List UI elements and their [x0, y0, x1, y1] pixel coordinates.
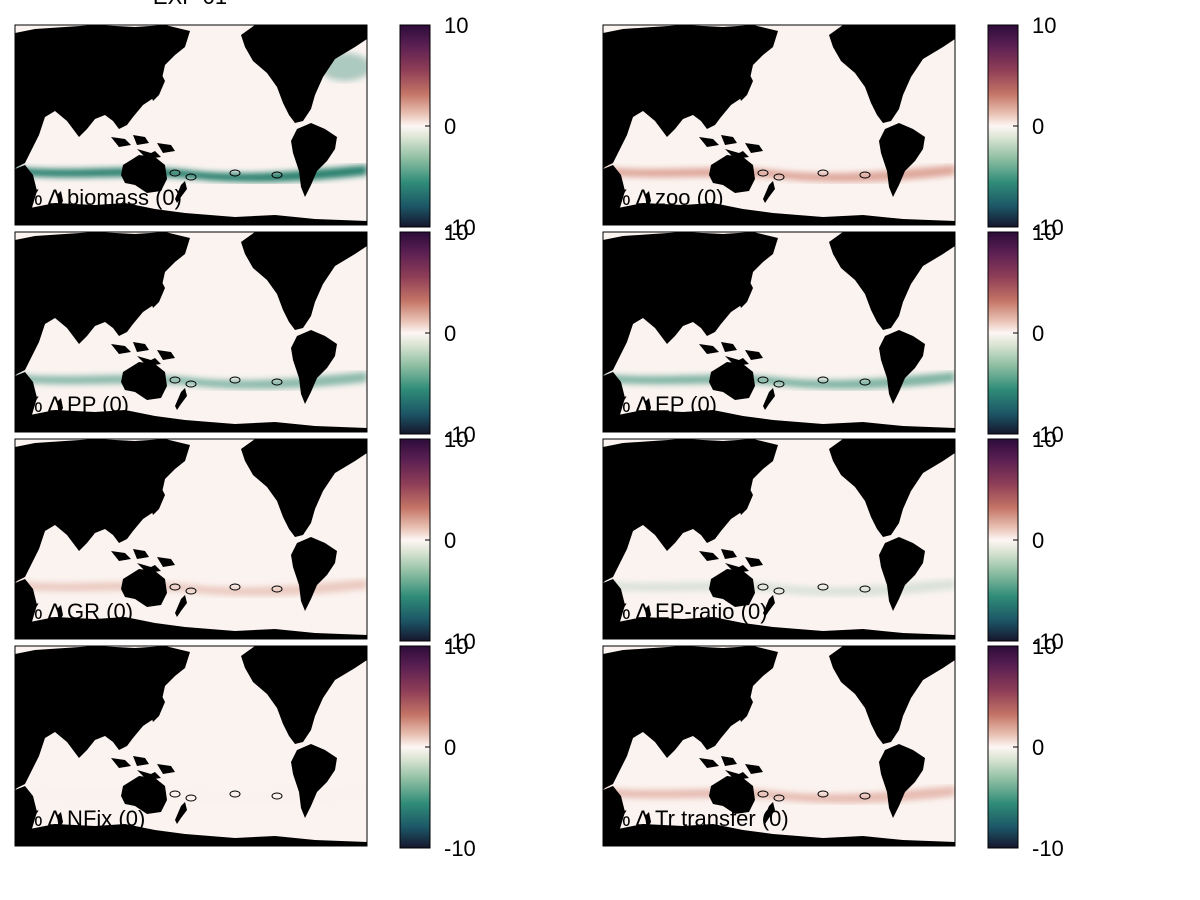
- island-outline: [817, 376, 829, 384]
- panel-label: % Δ EP-ratio (0): [611, 599, 768, 624]
- map-area: [603, 232, 955, 432]
- colorbar-tick-label: -10: [1032, 836, 1064, 861]
- map-panel-1: % Δ biomass (0) 10 0 -10: [14, 13, 476, 240]
- island-outline: [757, 376, 769, 384]
- island-outline: [271, 171, 283, 179]
- panel-label: % Δ PP (0): [23, 392, 129, 417]
- map-frame: [14, 645, 368, 847]
- island-outline: [229, 376, 241, 384]
- island-outline: [773, 173, 785, 181]
- panel-label: % Δ Tr transfer (0): [611, 806, 789, 831]
- island-outline: [271, 585, 283, 593]
- map-frame: [14, 438, 368, 640]
- map-frame: [14, 231, 368, 433]
- colorbar-tick-label: -10: [444, 629, 476, 654]
- colorbar-tick-label: 10: [444, 13, 468, 38]
- colorbar-tick-label: -10: [444, 422, 476, 447]
- map-frame: [602, 24, 956, 226]
- island-outline: [271, 792, 283, 800]
- panel-label: % Δ GR (0): [23, 599, 133, 624]
- map-area: [603, 25, 955, 225]
- colorbar-tick-label: 0: [1032, 528, 1044, 553]
- colorbar-tick-label: 10: [1032, 13, 1056, 38]
- map-area: [603, 439, 955, 639]
- island-outline: [169, 790, 181, 798]
- island-outline: [271, 378, 283, 386]
- colorbar-tick-label: 0: [444, 528, 456, 553]
- map-area: [15, 232, 367, 432]
- island-outline: [169, 376, 181, 384]
- panel-label: % Δ EP (0): [611, 392, 717, 417]
- island-outline: [859, 585, 871, 593]
- map-panel-2: % Δ zoo (0) 10 0 -10: [602, 13, 1064, 240]
- island-outline: [185, 380, 197, 388]
- colorbar: 10 0 -10: [987, 220, 1064, 447]
- map-area: [15, 646, 367, 846]
- map-panel-3: % Δ PP (0) 10 0 -10: [14, 220, 476, 447]
- island-outline: [185, 794, 197, 802]
- island-outline: [169, 583, 181, 591]
- colorbar-tick-label: 10: [444, 634, 468, 659]
- colorbar: 10 0 -10: [987, 634, 1064, 861]
- island-outline: [757, 169, 769, 177]
- map-frame: [602, 438, 956, 640]
- colorbar-tick-label: 0: [444, 735, 456, 760]
- colorbar-tick-label: 0: [1032, 321, 1044, 346]
- island-outline: [229, 583, 241, 591]
- colorbar: 10 0 -10: [987, 13, 1064, 240]
- panel-label: % Δ zoo (0): [611, 185, 724, 210]
- island-outline: [169, 169, 181, 177]
- colorbar: 10 0 -10: [399, 427, 476, 654]
- island-outline: [229, 169, 241, 177]
- panel-label: % Δ biomass (0): [23, 185, 182, 210]
- colorbar-tick-label: -10: [1032, 215, 1064, 240]
- colorbar: 10 0 -10: [987, 427, 1064, 654]
- island-outline: [229, 790, 241, 798]
- colorbar-tick-label: 10: [1032, 634, 1056, 659]
- panel-grid: % Δ biomass (0)100-10% Δ zoo (0)100-10% …: [14, 13, 1064, 861]
- colorbar-tick-label: 10: [444, 220, 468, 245]
- colorbar-tick-label: 10: [1032, 220, 1056, 245]
- colorbar-tick-label: -10: [1032, 629, 1064, 654]
- map-panel-7: % Δ NFix (0) 10 0 -10: [14, 634, 476, 861]
- map-area: [15, 439, 367, 639]
- island-outline: [859, 792, 871, 800]
- colorbar-tick-label: 10: [1032, 427, 1056, 452]
- colorbar: 10 0 -10: [399, 13, 476, 240]
- map-panel-5: % Δ GR (0) 10 0 -10: [14, 427, 476, 654]
- colorbar-tick-label: 0: [444, 114, 456, 139]
- island-outline: [859, 171, 871, 179]
- map-panel-8: % Δ Tr transfer (0) 10 0 -10: [602, 634, 1064, 861]
- colorbar-tick-label: 0: [1032, 114, 1044, 139]
- map-area: [15, 25, 367, 225]
- colorbar-tick-label: 0: [1032, 735, 1044, 760]
- map-panel-6: % Δ EP-ratio (0) 10 0 -10: [602, 427, 1064, 654]
- island-outline: [817, 169, 829, 177]
- colorbar-tick-label: 10: [444, 427, 468, 452]
- island-outline: [817, 583, 829, 591]
- colorbar: 10 0 -10: [399, 220, 476, 447]
- island-outline: [859, 378, 871, 386]
- island-outline: [773, 587, 785, 595]
- island-outline: [773, 794, 785, 802]
- map-frame: [14, 24, 368, 226]
- island-outline: [757, 583, 769, 591]
- map-frame: [602, 645, 956, 847]
- colorbar-tick-label: -10: [444, 215, 476, 240]
- map-panel-4: % Δ EP (0) 10 0 -10: [602, 220, 1064, 447]
- colorbar-tick-label: -10: [1032, 422, 1064, 447]
- map-area: [603, 646, 955, 846]
- island-outline: [773, 380, 785, 388]
- map-frame: [602, 231, 956, 433]
- island-outline: [817, 790, 829, 798]
- colorbar-tick-label: -10: [444, 836, 476, 861]
- colorbar: 10 0 -10: [399, 634, 476, 861]
- island-outline: [185, 173, 197, 181]
- colorbar-tick-label: 0: [444, 321, 456, 346]
- figure-title: EXP 01: [153, 0, 227, 9]
- panel-label: % Δ NFix (0): [23, 806, 145, 831]
- island-outline: [757, 790, 769, 798]
- island-outline: [185, 587, 197, 595]
